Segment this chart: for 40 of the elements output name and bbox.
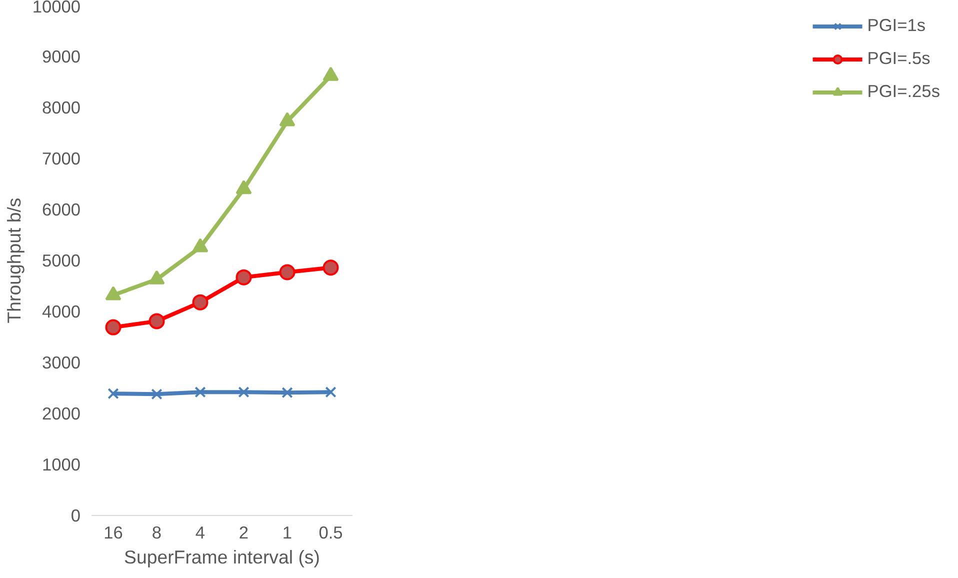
- legend-label: PGI=.25s: [867, 81, 940, 102]
- point: [279, 112, 296, 126]
- point: [151, 388, 162, 400]
- point: [236, 269, 252, 286]
- x-tick-label: 2: [238, 522, 249, 542]
- y-tick-label: 6000: [42, 200, 81, 220]
- x-axis-title: SuperFrame interval (s): [124, 546, 320, 568]
- point: [105, 286, 122, 300]
- y-tick-label: 8000: [42, 98, 81, 118]
- y-tick-label: 9000: [42, 46, 81, 66]
- x-tick-label: 0.5: [318, 522, 343, 542]
- y-tick-label: 10000: [32, 0, 80, 16]
- y-tick-label: 3000: [42, 352, 81, 372]
- point: [194, 386, 206, 398]
- y-tick-label: 1000: [42, 454, 81, 474]
- x-tick-label: 1: [282, 522, 292, 542]
- legend-label: PGI=.5s: [867, 48, 930, 69]
- point: [322, 66, 339, 81]
- point: [192, 294, 208, 310]
- point: [148, 270, 165, 284]
- legend-label: PGI=1s: [867, 15, 926, 36]
- point: [148, 313, 165, 330]
- y-tick-label: 2000: [42, 404, 81, 424]
- point: [105, 319, 122, 336]
- y-tick-label: 7000: [42, 148, 81, 168]
- y-axis-title: Throughput b/s: [3, 198, 24, 324]
- point: [282, 386, 293, 398]
- x-tick-label: 4: [195, 522, 206, 542]
- point: [238, 386, 250, 398]
- point: [108, 388, 119, 400]
- y-tick-label: 0: [70, 506, 81, 526]
- x-tick-label: 8: [152, 522, 162, 542]
- x-tick-label: 16: [104, 522, 123, 542]
- point: [322, 260, 339, 276]
- y-tick-label: 4000: [42, 302, 81, 322]
- y-tick-label: 5000: [42, 250, 81, 270]
- point: [279, 264, 296, 280]
- point: [192, 238, 208, 252]
- point: [236, 180, 252, 194]
- point: [325, 386, 336, 398]
